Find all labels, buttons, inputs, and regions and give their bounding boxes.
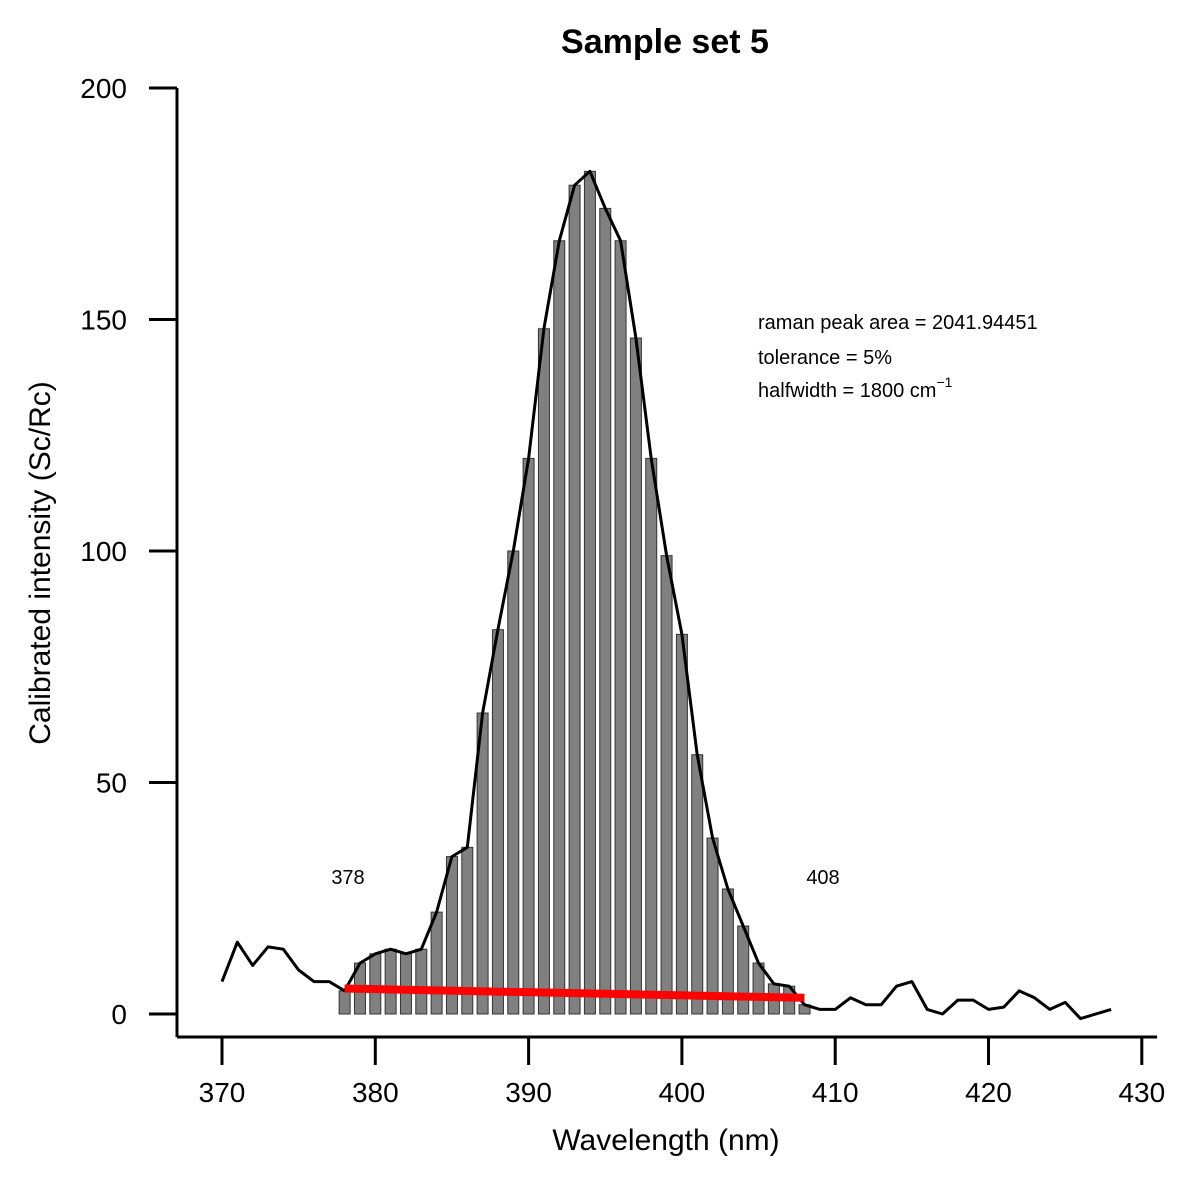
integration-bar <box>537 328 550 1015</box>
x-tick-label: 410 <box>812 1077 859 1108</box>
x-tick-label: 380 <box>352 1077 399 1108</box>
halfwidth-annotation: halfwidth = 1800 cm−1 <box>758 374 953 402</box>
integration-bar <box>338 990 351 1015</box>
integration-bar <box>491 629 504 1015</box>
peak-area-annotation: raman peak area = 2041.94451 <box>758 312 1038 334</box>
integration-bars <box>338 170 811 1015</box>
integration-bar <box>415 948 428 1015</box>
integration-bar <box>399 953 412 1015</box>
halfwidth-superscript: −1 <box>936 374 952 390</box>
integration-bar <box>507 550 520 1015</box>
integration-bar <box>645 457 658 1015</box>
x-axis-label: Wavelength (nm) <box>552 1124 779 1157</box>
integration-bar <box>660 555 673 1015</box>
y-tick-label: 200 <box>80 73 127 104</box>
y-axis-label: Calibrated intensity (Sc/Rc) <box>24 381 57 744</box>
integration-bar <box>599 207 612 1015</box>
y-tick-label: 100 <box>80 536 127 567</box>
upper-bound-label: 408 <box>806 867 839 889</box>
x-tick-label: 390 <box>505 1077 552 1108</box>
integration-bar <box>553 240 566 1015</box>
integration-bar <box>369 953 382 1015</box>
y-axis-ticks: 0 50 100 150 200 <box>80 73 177 1030</box>
integration-bar <box>522 457 535 1015</box>
lower-bound-label: 378 <box>331 867 364 889</box>
integration-bar <box>583 170 596 1015</box>
y-tick-label: 150 <box>80 305 127 336</box>
tolerance-annotation: tolerance = 5% <box>758 347 892 369</box>
x-tick-label: 420 <box>965 1077 1012 1108</box>
integration-bar <box>629 337 642 1015</box>
integration-bar <box>706 837 719 1015</box>
x-tick-label: 370 <box>199 1077 246 1108</box>
integration-bar <box>430 911 443 1015</box>
x-axis-ticks: 370 380 390 400 410 420 430 <box>199 1037 1165 1108</box>
x-tick-label: 430 <box>1118 1077 1165 1108</box>
y-tick-label: 0 <box>111 999 127 1030</box>
y-tick-label: 50 <box>96 768 127 799</box>
integration-bar <box>675 633 688 1015</box>
integration-bar <box>691 754 704 1015</box>
baseline-line <box>344 984 805 1002</box>
baseline-line-group <box>344 984 805 1002</box>
spectrum-line-group <box>220 169 1112 1021</box>
halfwidth-text: halfwidth = 1800 cm <box>758 380 936 402</box>
integration-bar <box>568 184 581 1015</box>
spectrum-line <box>220 169 1112 1021</box>
chart-title: Sample set 5 <box>561 23 769 61</box>
integration-bar <box>384 948 397 1015</box>
integration-bar <box>614 240 627 1015</box>
x-tick-label: 400 <box>659 1077 706 1108</box>
